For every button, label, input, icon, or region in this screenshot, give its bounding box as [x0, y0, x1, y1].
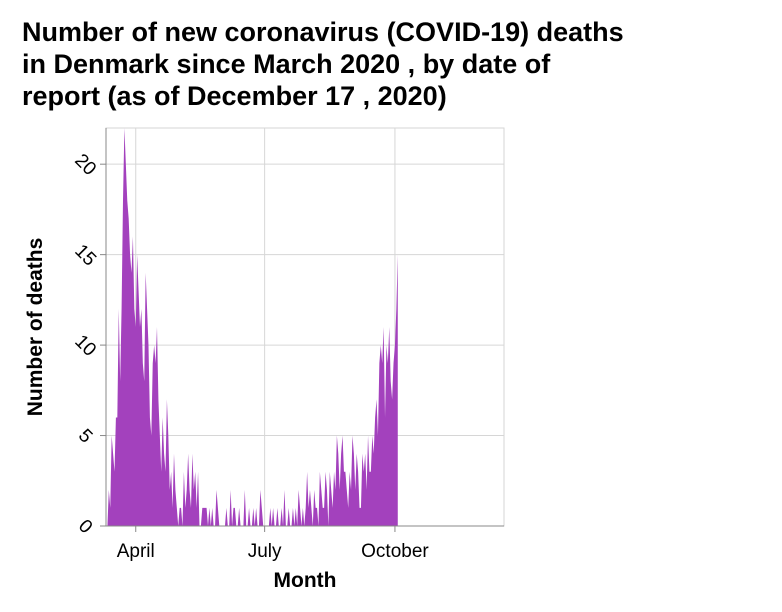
y-tick-label: 0: [74, 516, 96, 538]
y-tick-label: 10: [70, 331, 100, 361]
x-tick-label: April: [117, 541, 155, 562]
x-axis-ticks: April July October: [117, 526, 430, 562]
x-axis-label: Month: [274, 569, 337, 592]
y-axis-label: Number of deaths: [24, 238, 47, 417]
x-tick-label: July: [248, 541, 282, 562]
y-tick-label: 5: [74, 425, 96, 447]
y-tick-label: 20: [70, 150, 100, 180]
y-tick-label: 15: [70, 241, 100, 271]
deaths-area: [106, 128, 398, 526]
y-axis-ticks: 0 5 10 15 20: [70, 150, 106, 538]
x-tick-label: October: [361, 541, 429, 562]
